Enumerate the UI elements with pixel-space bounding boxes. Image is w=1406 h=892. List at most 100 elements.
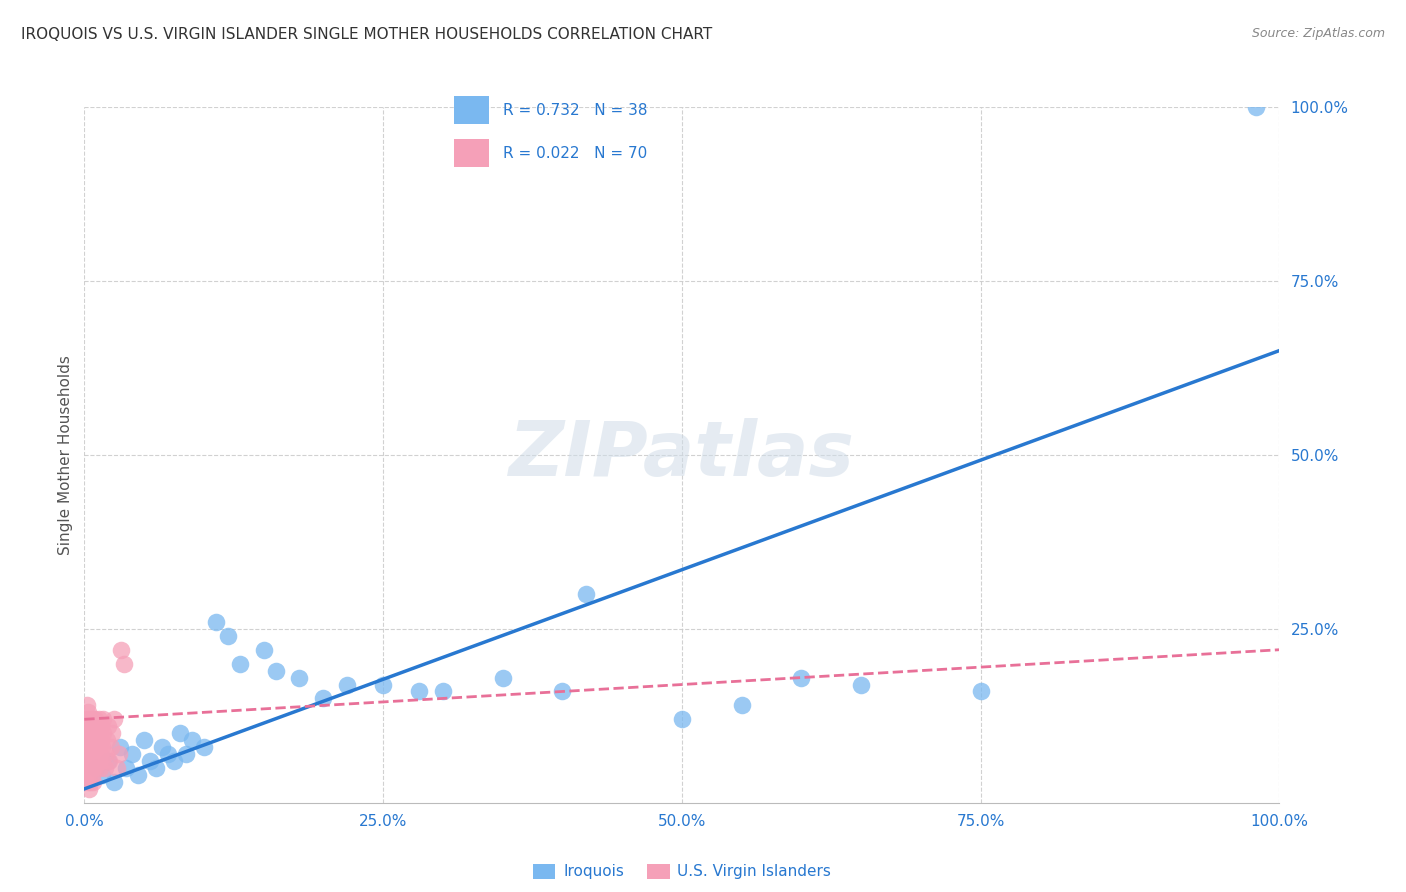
Point xyxy=(77,740,100,755)
Point xyxy=(84,747,107,761)
Point xyxy=(93,726,115,740)
Point xyxy=(80,768,103,782)
Point xyxy=(731,698,754,713)
Point xyxy=(87,726,110,740)
Point xyxy=(83,719,105,733)
Point xyxy=(76,747,98,761)
Point xyxy=(98,754,121,768)
Point xyxy=(575,587,598,601)
Point xyxy=(77,733,100,747)
Point xyxy=(139,754,162,768)
Point xyxy=(132,733,156,747)
Point xyxy=(205,615,228,629)
Text: ZIPatlas: ZIPatlas xyxy=(509,418,855,491)
Point xyxy=(84,733,107,747)
Point xyxy=(121,747,143,761)
Point xyxy=(174,747,197,761)
Point xyxy=(75,761,97,775)
Point xyxy=(80,719,103,733)
Point xyxy=(103,775,125,789)
Point xyxy=(97,719,120,733)
Point xyxy=(79,747,101,761)
Point xyxy=(264,664,287,678)
Point xyxy=(89,761,111,775)
Y-axis label: Single Mother Households: Single Mother Households xyxy=(58,355,73,555)
Point xyxy=(110,740,132,755)
Point xyxy=(96,733,118,747)
Point xyxy=(253,642,276,657)
Point xyxy=(408,684,430,698)
Point xyxy=(77,747,100,761)
Point xyxy=(91,740,114,755)
Point xyxy=(79,726,101,740)
Point xyxy=(82,747,104,761)
FancyBboxPatch shape xyxy=(454,139,489,167)
Point xyxy=(849,677,872,691)
Point xyxy=(77,781,100,796)
Point xyxy=(77,706,100,720)
Point xyxy=(432,684,454,698)
Point xyxy=(82,726,104,740)
Point xyxy=(84,712,107,726)
Point xyxy=(492,671,515,685)
Point xyxy=(82,761,104,775)
Text: IROQUOIS VS U.S. VIRGIN ISLANDER SINGLE MOTHER HOUSEHOLDS CORRELATION CHART: IROQUOIS VS U.S. VIRGIN ISLANDER SINGLE … xyxy=(21,27,713,42)
Point xyxy=(76,719,98,733)
Point xyxy=(80,754,103,768)
Point xyxy=(105,761,128,775)
Point xyxy=(75,726,97,740)
Point xyxy=(97,754,120,768)
Point xyxy=(127,768,149,782)
Point xyxy=(228,657,252,671)
Point xyxy=(76,768,98,782)
Point xyxy=(371,677,394,691)
Point xyxy=(83,754,105,768)
Point xyxy=(84,761,107,775)
Point xyxy=(103,712,125,726)
Point xyxy=(145,761,167,775)
Point xyxy=(90,719,112,733)
Point xyxy=(169,726,191,740)
Point xyxy=(193,740,215,755)
Point xyxy=(75,712,97,726)
Point xyxy=(93,761,115,775)
Point xyxy=(217,629,239,643)
Point xyxy=(312,691,335,706)
Point xyxy=(79,761,101,775)
Point xyxy=(86,754,108,768)
Point xyxy=(87,712,110,726)
Point xyxy=(115,761,138,775)
FancyBboxPatch shape xyxy=(454,96,489,124)
Text: R = 0.732   N = 38: R = 0.732 N = 38 xyxy=(503,103,648,118)
Point xyxy=(89,747,111,761)
Text: R = 0.022   N = 70: R = 0.022 N = 70 xyxy=(503,145,647,161)
Point xyxy=(83,740,105,755)
Point xyxy=(112,657,135,671)
Point xyxy=(77,754,100,768)
Point xyxy=(110,642,132,657)
Point xyxy=(77,719,100,733)
Point xyxy=(82,712,104,726)
Point xyxy=(163,754,186,768)
Point xyxy=(790,671,813,685)
Point xyxy=(93,712,115,726)
Point xyxy=(90,733,112,747)
Point xyxy=(180,733,202,747)
Point xyxy=(108,747,131,761)
Point xyxy=(75,740,97,755)
Point xyxy=(86,740,108,755)
Point xyxy=(80,740,103,755)
Point xyxy=(157,747,180,761)
Point xyxy=(77,740,100,755)
Point xyxy=(76,733,98,747)
Text: Source: ZipAtlas.com: Source: ZipAtlas.com xyxy=(1251,27,1385,40)
Point xyxy=(150,740,173,755)
Point xyxy=(76,754,98,768)
Point xyxy=(551,684,574,698)
Point xyxy=(336,677,359,691)
Point xyxy=(970,684,993,698)
Point xyxy=(671,712,693,726)
Point xyxy=(80,733,103,747)
Point xyxy=(101,726,124,740)
Point xyxy=(77,726,100,740)
